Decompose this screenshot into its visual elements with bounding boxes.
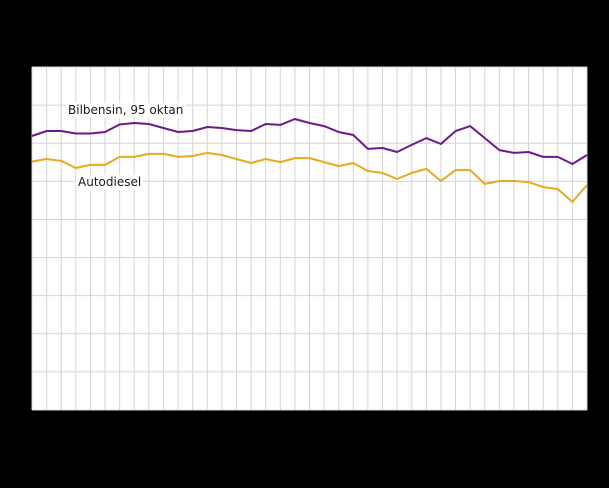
gridlines xyxy=(31,66,588,411)
series-line-bilbensin xyxy=(31,118,588,165)
series-label-bilbensin: Bilbensin, 95 oktan xyxy=(66,103,186,118)
series-lines xyxy=(31,118,588,203)
series-line-autodiesel xyxy=(31,151,588,203)
series-label-autodiesel: Autodiesel xyxy=(76,175,144,190)
